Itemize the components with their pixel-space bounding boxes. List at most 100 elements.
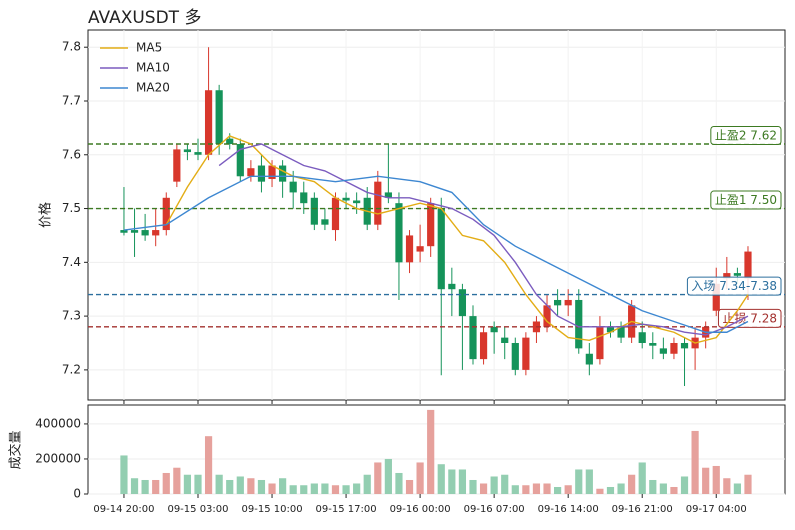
candle-body: [204, 90, 213, 155]
volume-bar: [279, 478, 287, 494]
x-tick-label: 09-16 14:00: [538, 504, 599, 515]
y-tick-label: 7.7: [62, 93, 81, 107]
candle-body: [141, 230, 149, 236]
volume-bar: [617, 483, 625, 494]
volume-bar: [183, 474, 192, 494]
volume-bar: [395, 472, 403, 494]
volume-tick-label: 200000: [35, 451, 81, 465]
x-tick-label: 09-16 07:00: [464, 504, 525, 515]
candle-body: [395, 203, 403, 263]
x-tick-label: 09-15 03:00: [167, 504, 228, 515]
candle-body: [331, 197, 340, 231]
level-label-group: 止损 7.28: [717, 308, 782, 328]
candle-body: [226, 138, 234, 145]
volume-bar: [300, 485, 308, 494]
volume-bar: [501, 474, 509, 494]
volume-bar: [585, 469, 593, 494]
candle-body: [247, 168, 255, 177]
candle-body: [501, 337, 509, 343]
candle-body: [585, 353, 593, 365]
volume-bar: [575, 469, 583, 494]
volume-bar: [204, 436, 213, 494]
volume-bar: [522, 485, 530, 494]
volume-bar: [268, 483, 276, 494]
candle-body: [321, 219, 329, 225]
candle-body: [279, 165, 287, 182]
ma-line: [165, 135, 749, 344]
volume-bar: [744, 474, 752, 494]
volume-bar: [659, 483, 667, 494]
level-label-group: 止盈2 7.62: [710, 126, 782, 146]
volume-bar: [490, 476, 498, 494]
level-label-group: 入场 7.34-7.38: [686, 276, 782, 296]
legend-label: MA10: [136, 61, 170, 75]
candle-body: [427, 203, 435, 247]
volume-bar: [374, 462, 382, 494]
candle-body: [342, 197, 350, 201]
candle-body: [405, 235, 414, 263]
volume-bar: [448, 469, 456, 494]
volume-bar: [405, 479, 414, 494]
candle-body: [649, 342, 657, 346]
ma-line: [123, 175, 749, 333]
candle-body: [659, 348, 667, 354]
level-label-box: [686, 276, 782, 296]
volume-bar: [458, 469, 467, 494]
volume-bar: [628, 474, 636, 494]
volume-bar: [152, 479, 160, 494]
candle-body: [236, 144, 244, 177]
candle-body: [723, 273, 731, 279]
legend-label: MA20: [136, 81, 170, 95]
volume-bar: [680, 476, 689, 494]
candle-body: [680, 342, 689, 349]
volume-bar: [416, 462, 424, 494]
volume-bar: [173, 467, 181, 494]
candle-body: [469, 316, 477, 360]
volume-bar: [712, 465, 720, 494]
x-tick-label: 09-14 20:00: [93, 504, 154, 515]
candle-body: [744, 251, 752, 279]
volume-bar: [437, 464, 445, 494]
volume-bar: [723, 478, 731, 494]
volume-bar: [638, 462, 646, 494]
volume-tick-label: 0: [73, 487, 81, 501]
volume-axis-label: 成交量: [8, 430, 24, 469]
volume-bar: [321, 483, 329, 494]
candle-body: [564, 299, 572, 306]
candle-body: [511, 342, 519, 370]
ma-line: [218, 143, 749, 336]
candle-body: [152, 230, 160, 236]
volume-tick-label: 400000: [35, 416, 81, 430]
candle-body: [289, 181, 297, 193]
candle-body: [606, 326, 615, 333]
x-tick-label: 09-15 17:00: [316, 504, 377, 515]
volume-bar: [247, 478, 255, 494]
candle-body: [257, 165, 266, 182]
volume-bar: [479, 483, 488, 494]
candle-body: [543, 305, 551, 327]
candle-body: [596, 326, 604, 360]
candle-body: [374, 181, 382, 225]
y-axis-label: 价格: [38, 202, 54, 228]
volume-bar: [289, 485, 297, 494]
candle-body: [437, 208, 445, 290]
candle-body: [194, 152, 202, 155]
candle-body: [638, 332, 646, 343]
x-tick-label: 09-16 21:00: [612, 504, 673, 515]
volume-bar: [564, 485, 572, 494]
level-label-box: [710, 126, 782, 146]
candle-body: [617, 326, 625, 338]
level-label-group: 止盈1 7.50: [710, 190, 782, 210]
volume-bar: [532, 483, 541, 494]
volume-bar: [543, 483, 551, 494]
candle-body: [458, 289, 467, 317]
volume-bar: [120, 455, 128, 494]
volume-bar: [194, 474, 202, 494]
candle-body: [215, 90, 223, 145]
volume-bar: [130, 478, 139, 494]
volume-bar: [733, 483, 742, 494]
x-tick-label: 09-16 00:00: [390, 504, 451, 515]
level-label: 止盈2 7.62: [715, 129, 777, 143]
volume-bar: [702, 467, 710, 494]
